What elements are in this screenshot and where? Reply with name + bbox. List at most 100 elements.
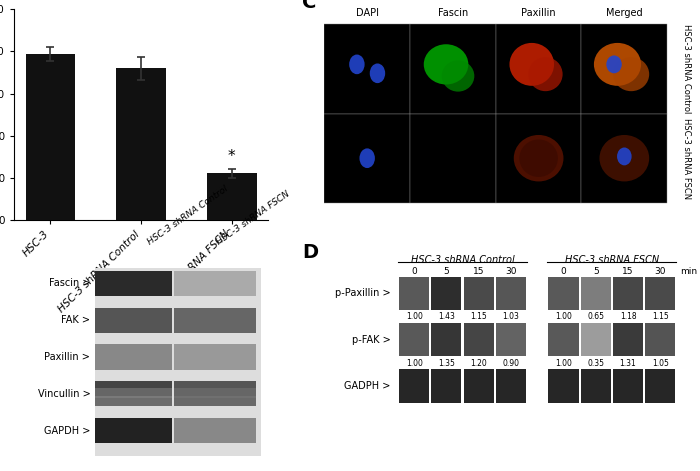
Text: GAPDH >: GAPDH > [44,426,90,436]
Bar [174,308,256,333]
Bar [174,418,256,443]
Text: 1.05: 1.05 [652,358,668,367]
Text: 30: 30 [505,267,517,276]
Text: Merged: Merged [606,8,643,18]
Bar [645,369,675,403]
Bar [174,271,256,296]
Ellipse shape [514,135,564,181]
Bar [581,323,611,357]
Text: HSC-3 shRNA FSCN: HSC-3 shRNA FSCN [215,190,291,247]
Bar [116,68,166,220]
Bar [95,381,172,406]
Bar [463,323,494,357]
Text: 1.15: 1.15 [470,312,487,321]
Text: 1.31: 1.31 [620,358,636,367]
Bar [174,344,256,370]
Bar [582,24,667,114]
Bar [95,344,172,370]
Text: HSC-3 shRNA Control: HSC-3 shRNA Control [146,185,230,247]
Text: 0.35: 0.35 [587,358,604,367]
Ellipse shape [360,148,375,168]
Bar [463,276,494,310]
Bar [431,323,461,357]
Ellipse shape [510,43,554,86]
Bar [410,114,496,203]
Bar [95,388,172,398]
Bar [645,323,675,357]
Bar [95,396,172,406]
Bar [410,24,496,114]
Text: 1.00: 1.00 [406,312,423,321]
Ellipse shape [606,56,622,73]
Text: 1.15: 1.15 [652,312,668,321]
Bar [496,24,582,114]
Ellipse shape [424,44,468,84]
Text: 0.90: 0.90 [503,358,519,367]
Bar [26,54,76,220]
Text: p-FAK >: p-FAK > [352,334,391,345]
Ellipse shape [370,64,385,83]
Text: D: D [302,243,318,262]
Bar [496,369,526,403]
Text: FAK >: FAK > [62,315,90,325]
Text: 1.00: 1.00 [555,358,572,367]
Text: Fascin: Fascin [438,8,468,18]
Text: p-Paxillin >: p-Paxillin > [335,288,391,298]
Text: min: min [680,267,697,276]
Bar [613,369,643,403]
Text: GADPH >: GADPH > [344,381,391,391]
Bar [95,271,172,296]
Text: 15: 15 [473,267,484,276]
Text: DAPI: DAPI [356,8,379,18]
Bar [174,396,256,406]
Bar [645,276,675,310]
Ellipse shape [599,135,649,181]
Text: 1.03: 1.03 [503,312,519,321]
Text: 15: 15 [622,267,634,276]
Bar [174,381,256,406]
Bar [496,276,526,310]
Ellipse shape [349,55,365,74]
Bar [463,369,494,403]
Bar [613,276,643,310]
Text: 0.65: 0.65 [587,312,604,321]
Text: HSC-3 shRNA FSCN: HSC-3 shRNA FSCN [682,118,691,199]
Ellipse shape [613,57,649,91]
Text: 1.35: 1.35 [438,358,455,367]
Bar [549,369,578,403]
Text: HSC-3 shRNA FSCN: HSC-3 shRNA FSCN [565,255,659,266]
Bar [206,173,257,220]
Bar [324,24,410,114]
Bar [399,323,429,357]
Ellipse shape [519,139,558,177]
Text: 0: 0 [412,267,417,276]
Bar [496,323,526,357]
Bar [399,369,429,403]
Ellipse shape [617,147,631,165]
Bar [95,308,172,333]
Text: Paxillin: Paxillin [522,8,556,18]
Text: Paxillin >: Paxillin > [44,352,90,362]
Text: 5: 5 [593,267,598,276]
Text: 1.20: 1.20 [470,358,487,367]
Text: C: C [302,0,316,12]
Bar [431,276,461,310]
Text: 1.18: 1.18 [620,312,636,321]
Bar [549,323,578,357]
Text: 5: 5 [444,267,449,276]
Text: 1.43: 1.43 [438,312,455,321]
Bar [324,114,410,203]
Bar [95,268,260,456]
Bar [174,388,256,398]
Bar [431,369,461,403]
Text: 1.00: 1.00 [555,312,572,321]
Bar [399,276,429,310]
Bar [95,418,172,443]
Text: HSC-3 shRNA Control: HSC-3 shRNA Control [411,255,514,266]
Bar [549,276,578,310]
Text: Vincullin >: Vincullin > [38,389,90,399]
Ellipse shape [528,57,563,91]
Ellipse shape [594,43,641,86]
Text: 0: 0 [561,267,566,276]
Bar [582,114,667,203]
